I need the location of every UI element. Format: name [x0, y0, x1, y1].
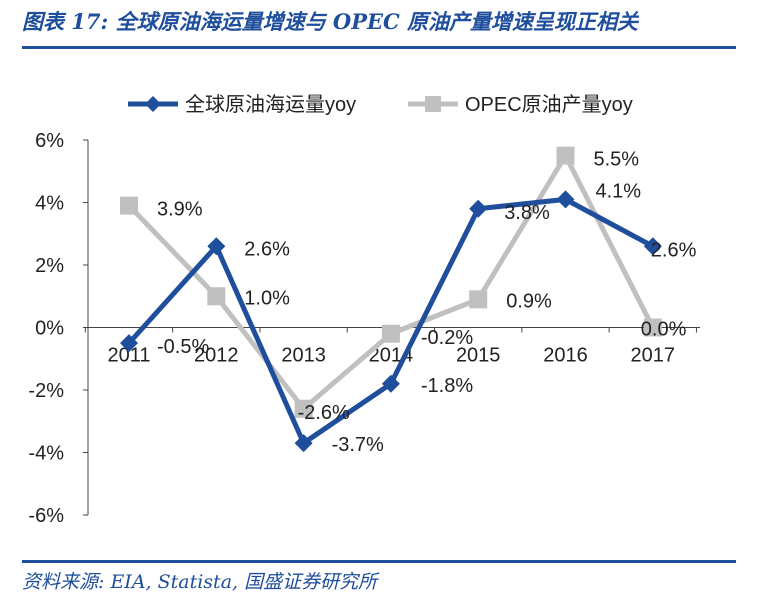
series-line	[127, 196, 654, 446]
y-tick-label: -6%	[28, 505, 64, 527]
data-point-square	[207, 287, 226, 306]
data-label: 4.1%	[596, 180, 642, 202]
y-tick-label: 0%	[35, 318, 64, 340]
data-point-diamond	[469, 199, 488, 218]
legend-marker-diamond	[145, 96, 161, 112]
data-point-diamond	[294, 434, 313, 453]
data-point-square	[469, 290, 488, 309]
data-label: -1.8%	[421, 375, 473, 397]
data-point-diamond	[381, 374, 400, 393]
data-point-diamond	[556, 190, 575, 209]
data-label: 5.5%	[594, 149, 640, 171]
y-tick-label: -4%	[28, 443, 64, 465]
x-tick-label: 2016	[543, 345, 588, 367]
y-tick-label: -2%	[28, 380, 64, 402]
source-note: 资料来源: EIA, Statista, 国盛证券研究所	[22, 571, 378, 593]
data-label: -3.7%	[332, 434, 384, 456]
series-line	[127, 153, 656, 412]
x-tick-label: 2011	[107, 345, 150, 367]
figure-title: 图表 17: 全球原油海运量增速与 OPEC 原油产量增速呈现正相关	[22, 9, 639, 34]
data-point-square	[381, 324, 400, 343]
x-tick-label: 2013	[281, 345, 326, 367]
legend-marker-square	[425, 96, 441, 112]
x-tick-label: 2012	[194, 345, 239, 367]
data-label: 2.6%	[651, 239, 697, 261]
x-tick-label: 2015	[456, 345, 501, 367]
data-point-square	[643, 318, 662, 337]
data-point-square	[294, 399, 313, 418]
data-point-square	[556, 146, 575, 165]
y-tick-label: 6%	[35, 130, 64, 152]
source-rule	[22, 560, 736, 563]
data-point-diamond	[643, 237, 662, 256]
data-label: 0.9%	[506, 290, 552, 312]
data-point-diamond	[207, 237, 226, 256]
data-label: -0.5%	[157, 336, 209, 358]
data-label: 0.0%	[641, 319, 687, 341]
legend-label: 全球原油海运量yoy	[185, 93, 356, 116]
x-tick-label: 2017	[631, 345, 676, 367]
data-label: -2.6%	[298, 402, 350, 424]
data-label: 3.9%	[157, 199, 203, 221]
data-point-diamond	[120, 334, 138, 353]
data-label: 3.8%	[504, 202, 550, 224]
data-label: 1.0%	[244, 287, 290, 309]
data-label: -0.2%	[421, 327, 473, 349]
data-point-square	[120, 196, 138, 215]
title-rule	[22, 46, 736, 49]
y-tick-label: 2%	[35, 255, 64, 277]
data-label: 2.6%	[244, 238, 290, 260]
legend-label: OPEC原油产量yoy	[465, 93, 633, 116]
y-tick-label: 4%	[35, 193, 64, 215]
